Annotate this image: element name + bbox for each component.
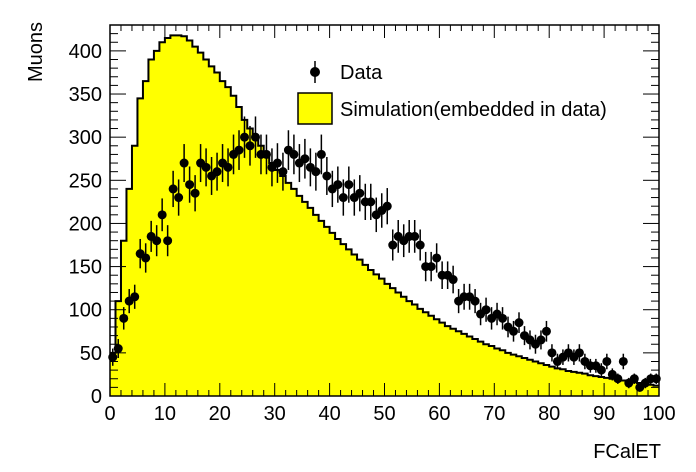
y-tick-label: 150 <box>69 257 102 279</box>
y-tick-label: 350 <box>69 84 102 106</box>
data-point <box>415 229 425 261</box>
data-point <box>382 188 392 225</box>
data-point <box>234 130 244 170</box>
x-tick-label: 30 <box>264 403 286 425</box>
x-tick-label: 10 <box>154 403 176 425</box>
data-point <box>596 363 606 378</box>
x-axis-title: FCalET <box>593 441 661 463</box>
data-point <box>618 353 628 370</box>
y-tick-label: 400 <box>69 41 102 63</box>
x-tick-label: 20 <box>209 403 231 425</box>
data-point <box>119 307 129 330</box>
y-tick-label: 250 <box>69 170 102 192</box>
data-point <box>179 144 189 183</box>
data-point <box>223 148 233 187</box>
data-point <box>498 307 508 330</box>
legend-simulation-label: Simulation(embedded in data) <box>340 99 607 121</box>
data-point <box>163 225 173 257</box>
x-tick-label: 100 <box>642 403 675 425</box>
data-point <box>448 265 458 294</box>
legend-data-label: Data <box>340 62 383 84</box>
data-point <box>250 116 260 158</box>
data-point <box>240 116 250 158</box>
data-point <box>333 166 343 203</box>
x-tick-label: 0 <box>104 403 115 425</box>
x-tick-label: 70 <box>483 403 505 425</box>
data-point <box>629 373 639 384</box>
data-point <box>366 183 376 220</box>
x-axis: 0 10 20 30 40 50 60 70 80 90 100 <box>104 25 676 425</box>
data-point <box>245 125 255 166</box>
data-point <box>130 284 140 309</box>
simulation-histogram <box>110 34 659 397</box>
data-point <box>355 175 365 212</box>
data-point <box>613 373 623 384</box>
data-point <box>168 170 178 208</box>
legend: Data Simulation(embedded in data) <box>297 61 607 125</box>
data-point <box>432 243 442 273</box>
data-point <box>289 134 299 175</box>
y-tick-label: 100 <box>69 300 102 322</box>
data-point <box>344 166 354 203</box>
y-tick-label: 50 <box>80 343 102 365</box>
data-point <box>272 143 282 183</box>
data-point <box>113 339 123 359</box>
data-point <box>470 289 480 314</box>
x-tick-label: 60 <box>428 403 450 425</box>
legend-data-marker <box>310 67 320 77</box>
data-point <box>574 344 584 362</box>
data-point <box>201 148 211 187</box>
x-tick-label: 50 <box>373 403 395 425</box>
data-point <box>338 179 348 216</box>
y-tick-label: 0 <box>91 386 102 408</box>
data-point <box>278 152 288 191</box>
data-point <box>514 312 524 334</box>
data-point <box>322 157 332 195</box>
data-point <box>316 134 326 175</box>
y-axis-title: Muons <box>25 22 47 82</box>
data-point <box>410 219 420 253</box>
x-tick-label: 90 <box>593 403 615 425</box>
x-tick-label: 80 <box>538 403 560 425</box>
data-point <box>152 225 162 257</box>
data-point <box>190 175 200 212</box>
data-point <box>541 320 551 342</box>
data-point <box>185 166 195 203</box>
data-point <box>388 229 398 261</box>
legend-simulation-swatch <box>297 92 333 125</box>
data-point <box>157 198 167 232</box>
data-point <box>602 353 612 370</box>
data-point <box>261 134 271 175</box>
y-tick-label: 200 <box>69 213 102 235</box>
y-tick-label: 300 <box>69 127 102 149</box>
data-point <box>426 251 436 282</box>
data-point <box>141 243 151 273</box>
data-points <box>108 116 661 392</box>
y-axis: 0 50 100 150 200 250 300 350 400 <box>69 33 659 408</box>
data-point <box>509 320 519 342</box>
data-point <box>481 297 491 322</box>
data-point <box>547 344 557 362</box>
histogram-outline <box>110 34 659 387</box>
data-point <box>311 152 321 191</box>
data-point <box>536 330 546 350</box>
x-tick-label: 40 <box>318 403 340 425</box>
data-point <box>212 152 222 191</box>
data-point <box>174 179 184 216</box>
data-point <box>300 138 310 179</box>
